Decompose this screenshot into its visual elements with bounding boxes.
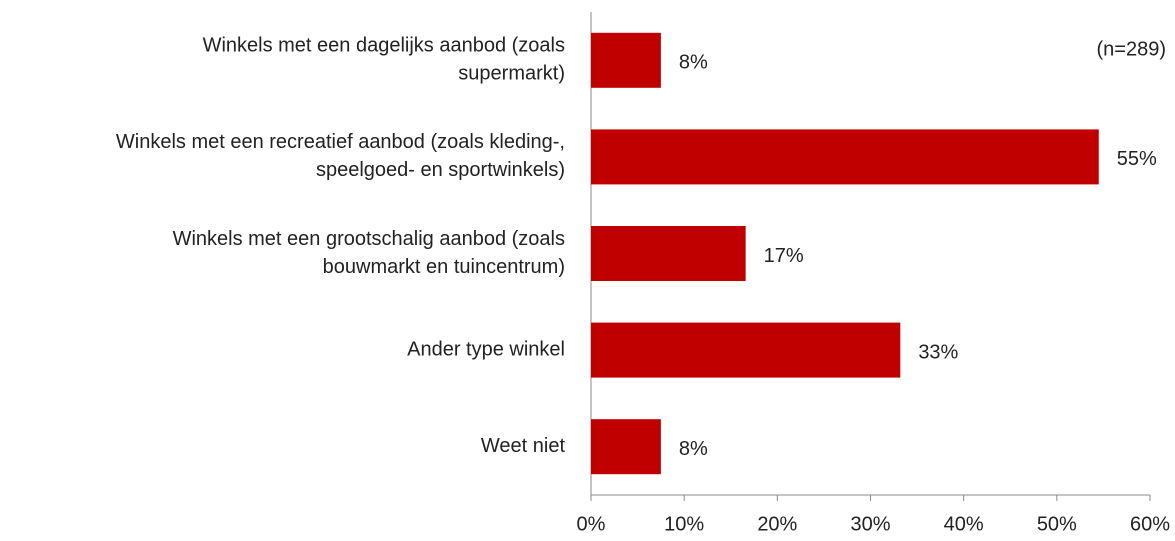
data-label: 55% bbox=[1117, 148, 1157, 170]
bar bbox=[591, 129, 1099, 185]
y-tick-label: speelgoed- en sportwinkels) bbox=[316, 159, 565, 181]
x-tick-label: 0% bbox=[577, 513, 606, 535]
bar bbox=[591, 322, 901, 378]
x-tick-label: 60% bbox=[1130, 513, 1170, 535]
y-tick-label: supermarkt) bbox=[458, 63, 565, 85]
x-tick-label: 20% bbox=[757, 513, 797, 535]
y-tick-label: Winkels met een dagelijks aanbod (zoals bbox=[203, 35, 565, 57]
bar bbox=[591, 226, 746, 281]
data-label: 8% bbox=[679, 438, 708, 460]
y-tick-label: Winkels met een recreatief aanbod (zoals… bbox=[116, 131, 565, 153]
x-tick-label: 40% bbox=[944, 513, 984, 535]
annotation: (n=289) bbox=[1097, 38, 1167, 60]
y-tick-label: Weet niet bbox=[481, 435, 566, 457]
data-label: 33% bbox=[918, 341, 958, 363]
y-tick-label: Ander type winkel bbox=[407, 338, 565, 360]
x-tick-label: 10% bbox=[664, 513, 704, 535]
data-label: 17% bbox=[764, 245, 804, 267]
bar bbox=[591, 419, 661, 475]
x-tick-label: 30% bbox=[850, 513, 890, 535]
x-tick-label: 50% bbox=[1037, 513, 1077, 535]
bar bbox=[591, 32, 661, 88]
y-tick-label: Winkels met een grootschalig aanbod (zoa… bbox=[173, 228, 565, 250]
y-tick-label: bouwmarkt en tuincentrum) bbox=[323, 256, 565, 278]
data-label: 8% bbox=[679, 52, 708, 74]
